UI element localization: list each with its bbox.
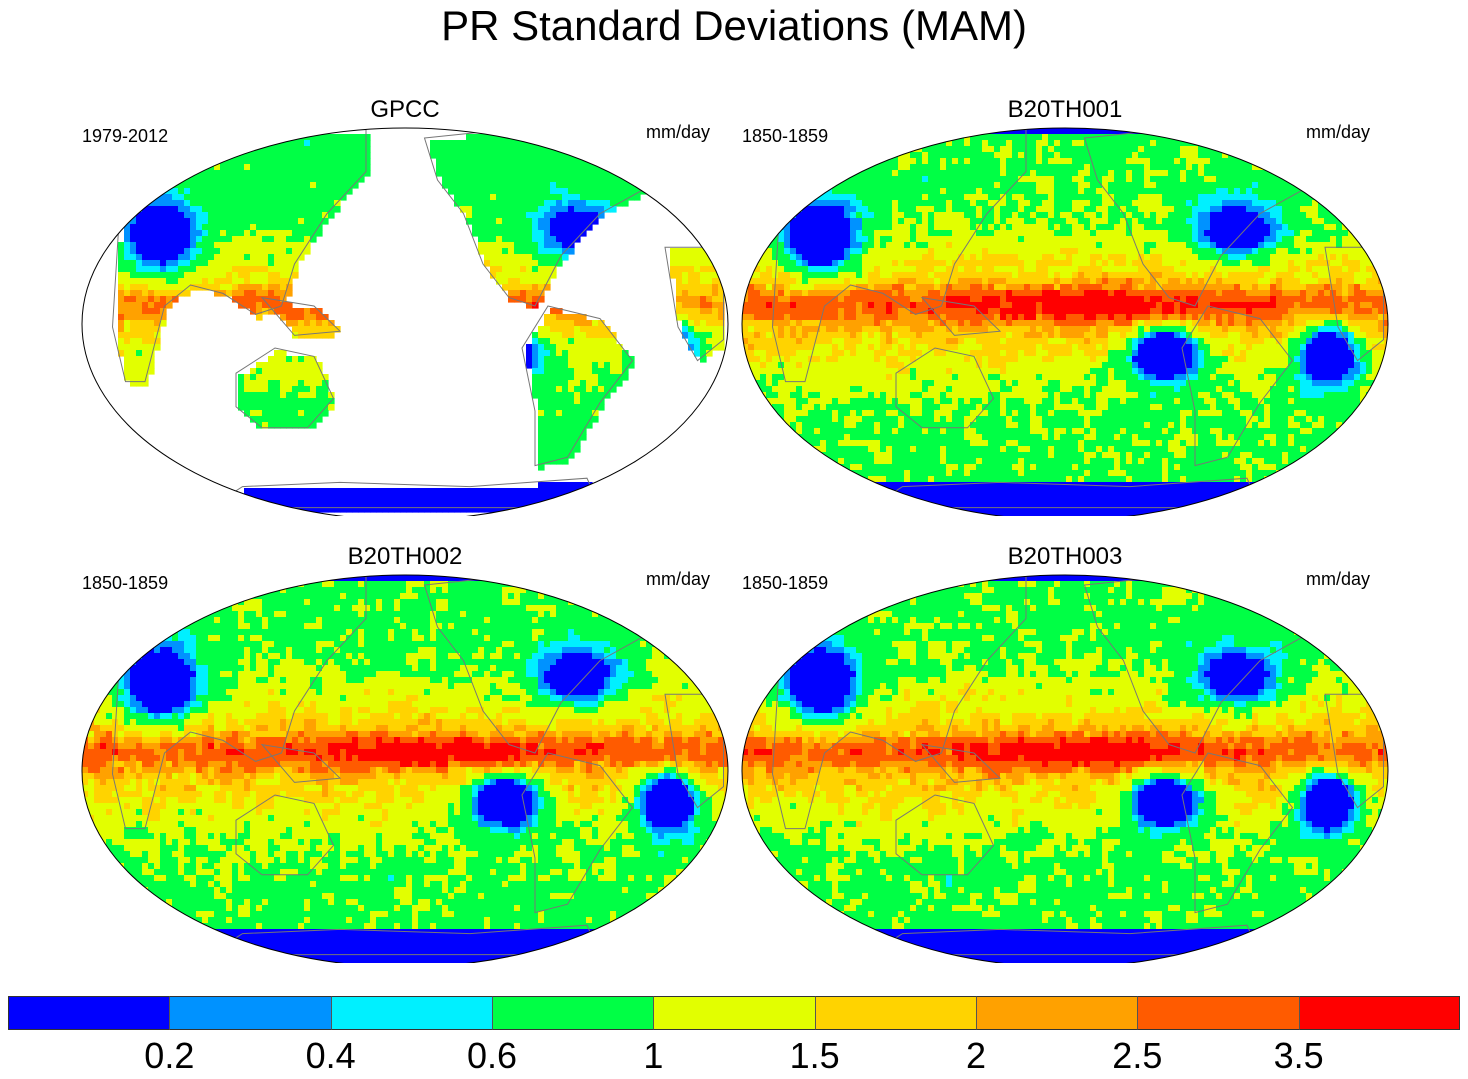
colorbar-tick-label: 2.5: [1097, 1035, 1177, 1077]
map-panel-b20th001: B20TH001 1850-1859 mm/day: [740, 96, 1390, 516]
precip-field: [82, 575, 728, 963]
panel-title: B20TH002: [80, 543, 730, 571]
map-plot: [81, 127, 729, 516]
colorbar-segment: [330, 996, 493, 1030]
coastline: [235, 347, 335, 429]
panel-title: B20TH001: [740, 96, 1390, 124]
coastline: [895, 794, 995, 876]
precip-field: [742, 575, 1388, 963]
panel-title: GPCC: [80, 96, 730, 124]
panel-units: mm/day: [646, 569, 710, 590]
colorbar-segment: [814, 996, 977, 1030]
precip-field: [742, 128, 1388, 516]
panel-units: mm/day: [1306, 569, 1370, 590]
colorbar-segment: [492, 996, 654, 1030]
map-border: [741, 574, 1389, 963]
panel-period: 1850-1859: [82, 573, 168, 594]
panel-period: 1979-2012: [82, 126, 168, 147]
coastline: [1181, 305, 1294, 467]
coastline: [260, 296, 342, 336]
coastline: [895, 347, 995, 429]
panel-units: mm/day: [1306, 122, 1370, 143]
colorbar-tick-label: 1: [613, 1035, 693, 1077]
panel-period: 1850-1859: [742, 573, 828, 594]
colorbar: [8, 996, 1461, 1030]
map-border: [81, 574, 729, 963]
coastline: [920, 743, 1002, 783]
precip-field: [111, 128, 725, 513]
colorbar-segment: [1298, 996, 1461, 1030]
colorbar-tick-label: 0.4: [291, 1035, 371, 1077]
colorbar-tick-label: 3.5: [1259, 1035, 1339, 1077]
map-border: [81, 127, 729, 516]
colorbar-tick-label: 0.2: [129, 1035, 209, 1077]
colorbar-segment: [169, 996, 332, 1030]
map-plot: [81, 574, 729, 963]
colorbar-tick-label: 0.6: [452, 1035, 532, 1077]
colorbar-segment: [8, 996, 170, 1030]
page-title: PR Standard Deviations (MAM): [0, 2, 1468, 50]
coastline: [235, 794, 335, 876]
coastline: [521, 305, 634, 467]
map-plot: [741, 127, 1389, 516]
panel-units: mm/day: [646, 122, 710, 143]
colorbar-segment: [976, 996, 1138, 1030]
panel-title: B20TH003: [740, 543, 1390, 571]
colorbar-segment: [1137, 996, 1300, 1030]
colorbar-tick-label: 1.5: [775, 1035, 855, 1077]
coastline: [521, 752, 634, 914]
map-border: [741, 127, 1389, 516]
coastline: [1181, 752, 1294, 914]
map-panel-gpcc: GPCC 1979-2012 mm/day: [80, 96, 730, 516]
map-panel-b20th002: B20TH002 1850-1859 mm/day: [80, 543, 730, 963]
map-panel-b20th003: B20TH003 1850-1859 mm/day: [740, 543, 1390, 963]
colorbar-tick-label: 2: [936, 1035, 1016, 1077]
colorbar-segment: [653, 996, 816, 1030]
coastline: [920, 296, 1002, 336]
panel-period: 1850-1859: [742, 126, 828, 147]
map-plot: [741, 574, 1389, 963]
coastline: [260, 743, 342, 783]
